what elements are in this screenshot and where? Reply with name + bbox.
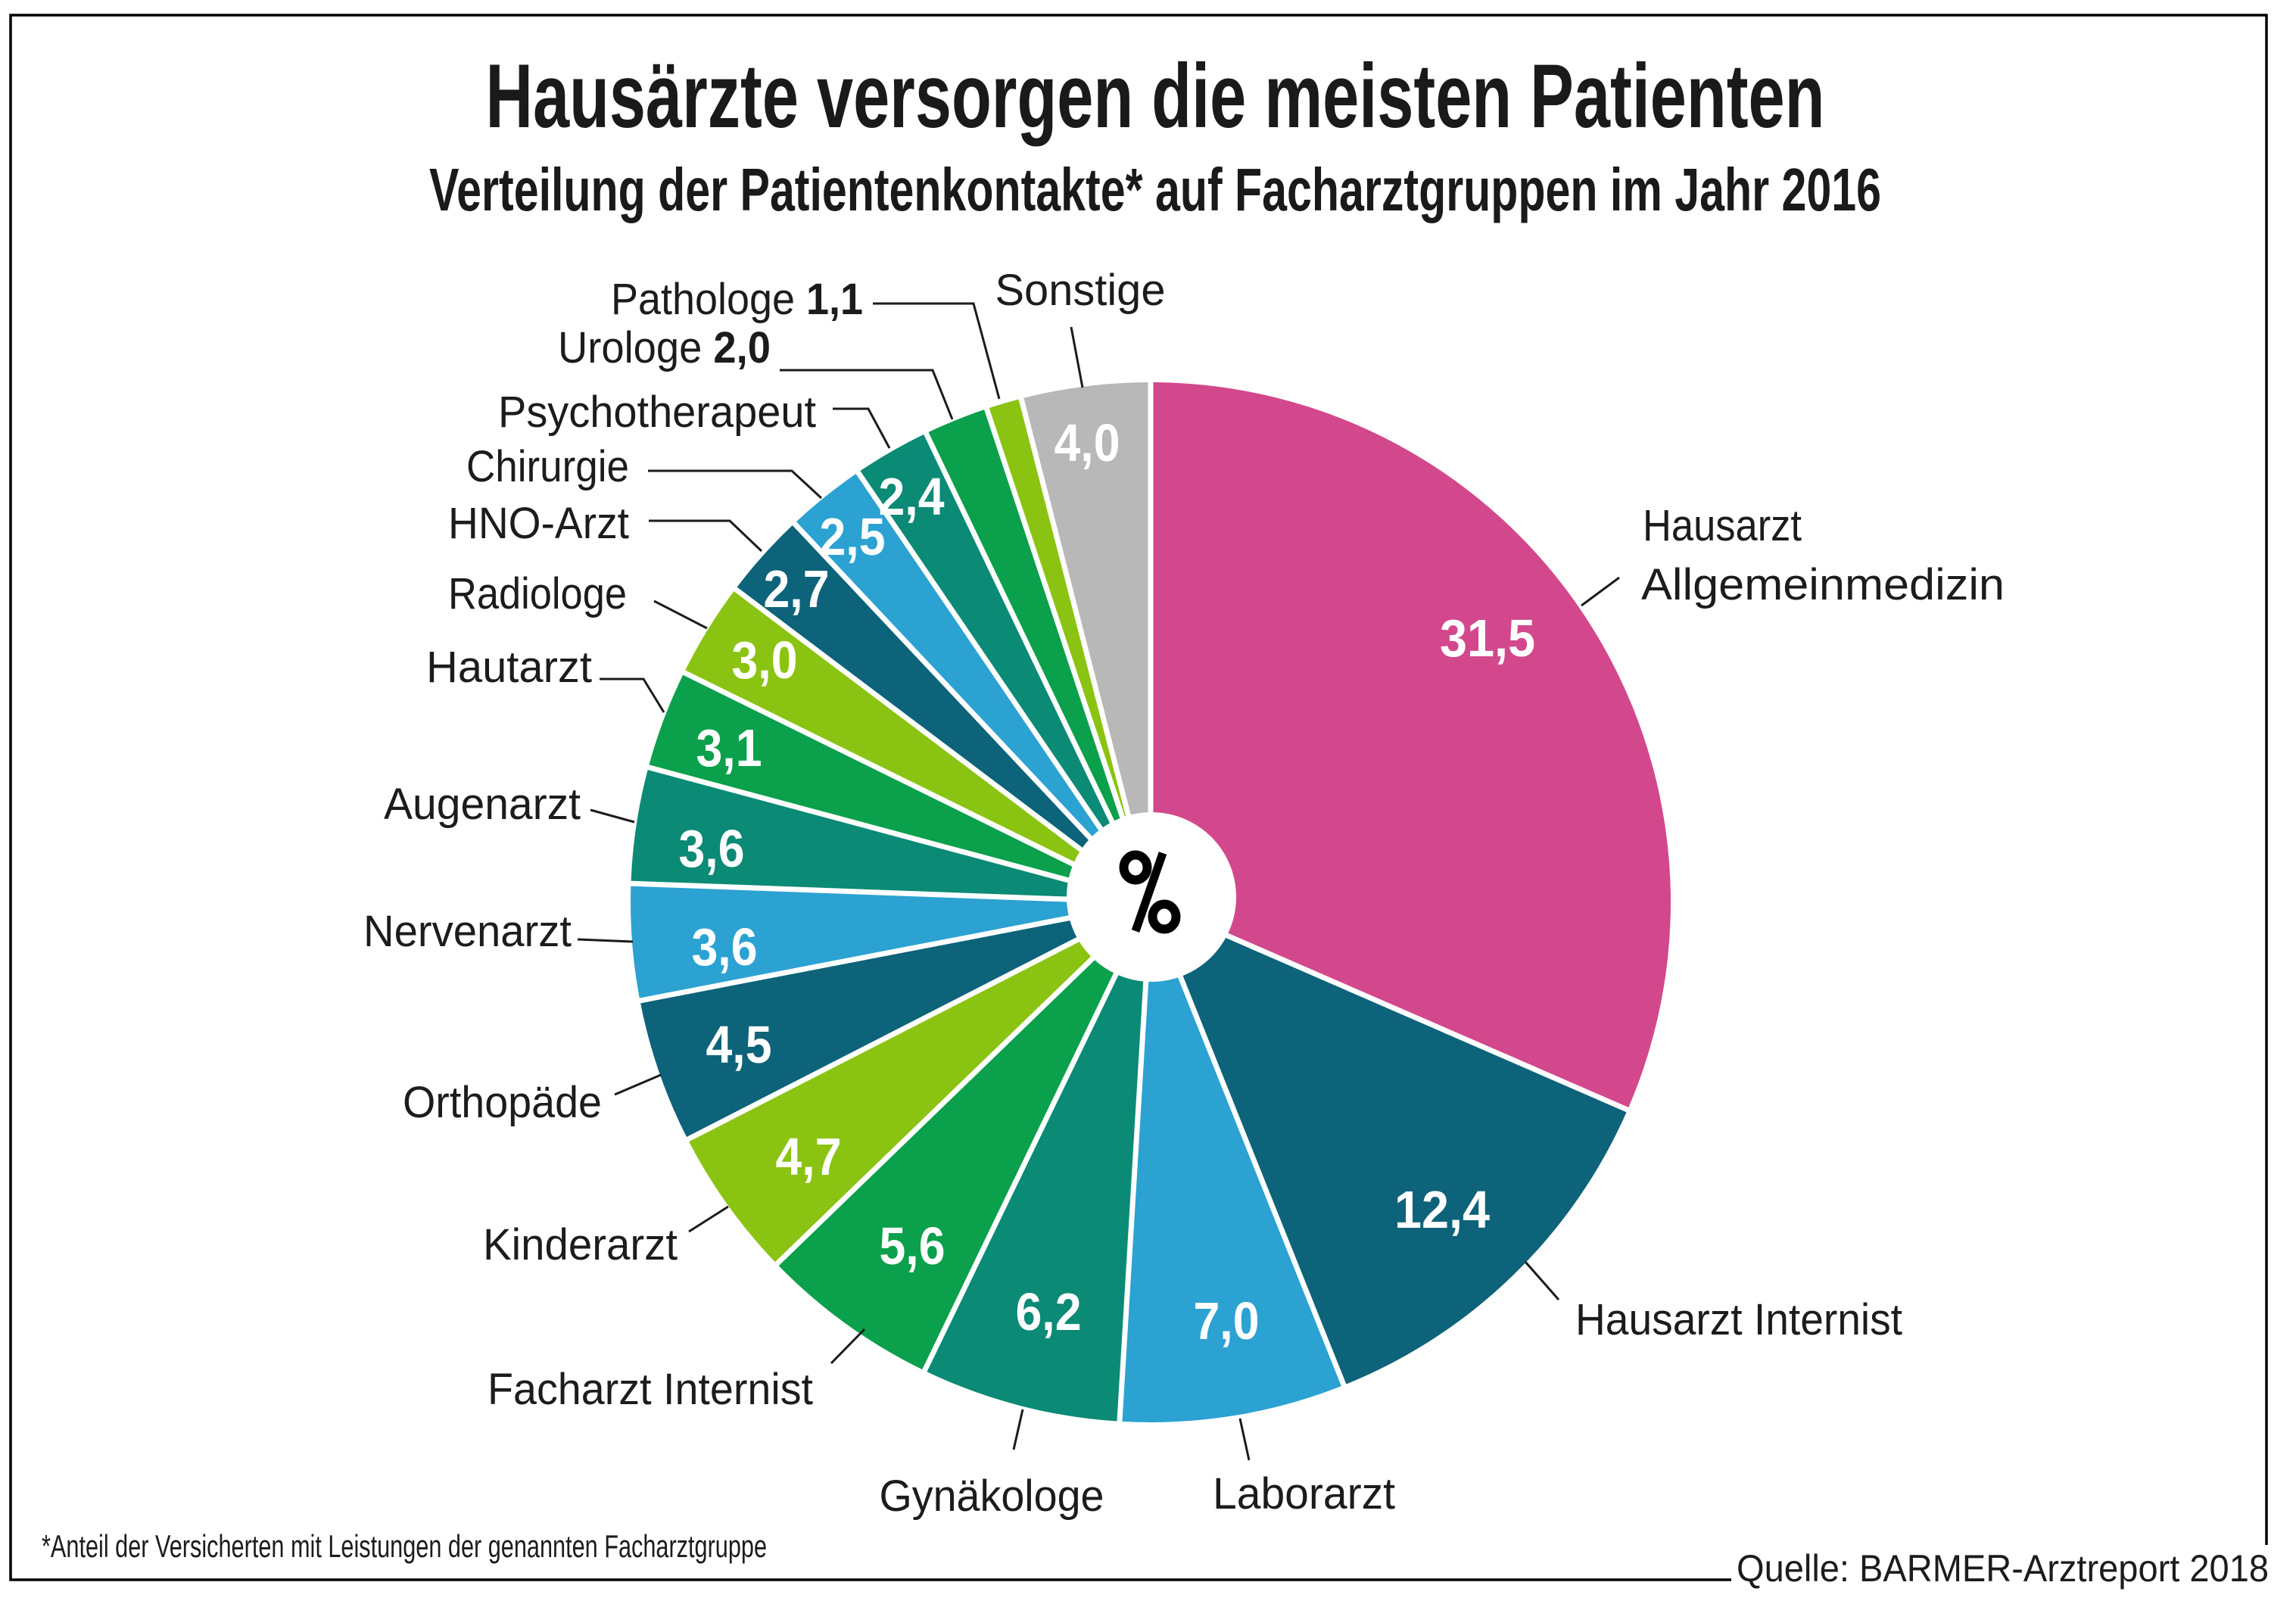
svg-text:7,0: 7,0 [1194,1291,1260,1350]
svg-text:Chirurgie: Chirurgie [466,442,629,491]
svg-text:2,7: 2,7 [764,559,830,618]
svg-text:Sonstige: Sonstige [995,266,1166,315]
svg-text:Hausarzt: Hausarzt [1643,501,1802,550]
svg-text:Nervenarzt: Nervenarzt [363,907,572,956]
svg-text:3,0: 3,0 [732,631,798,690]
svg-text:12,4: 12,4 [1394,1180,1490,1239]
svg-text:Pathologe 1,1: Pathologe 1,1 [611,275,863,324]
svg-text:Hausarzt Internist: Hausarzt Internist [1575,1295,1902,1344]
svg-text:3,6: 3,6 [692,917,758,976]
svg-text:3,6: 3,6 [679,819,745,878]
svg-text:HNO-Arzt: HNO-Arzt [448,499,629,548]
svg-text:31,5: 31,5 [1440,609,1535,668]
svg-text:Radiologe: Radiologe [448,569,627,618]
svg-text:5,6: 5,6 [880,1216,946,1275]
svg-text:Hausärzte versorgen die meiste: Hausärzte versorgen die meisten Patiente… [486,45,1825,147]
svg-text:Psychotherapeut: Psychotherapeut [498,388,816,437]
svg-text:Laborarzt: Laborarzt [1213,1469,1395,1518]
svg-text:*Anteil der Versicherten mit L: *Anteil der Versicherten mit Leistungen … [42,1528,767,1564]
svg-text:Urologe 2,0: Urologe 2,0 [558,323,771,372]
svg-text:Gynäkologe: Gynäkologe [880,1472,1104,1521]
svg-text:4,5: 4,5 [706,1015,772,1074]
svg-text:2,5: 2,5 [820,507,886,566]
svg-text:Kinderarzt: Kinderarzt [483,1220,678,1269]
svg-text:2,4: 2,4 [879,467,945,526]
svg-text:6,2: 6,2 [1016,1282,1082,1341]
svg-text:Orthopäde: Orthopäde [403,1078,602,1127]
svg-text:3,1: 3,1 [696,718,762,777]
svg-text:Verteilung der Patientenkontak: Verteilung der Patientenkontakte* auf Fa… [429,156,1881,223]
svg-text:Quelle: BARMER-Arztreport 2018: Quelle: BARMER-Arztreport 2018 [1737,1547,2269,1590]
svg-text:4,7: 4,7 [776,1127,842,1186]
svg-text:Augenarzt: Augenarzt [384,780,581,829]
svg-text:Allgemeinmedizin: Allgemeinmedizin [1641,560,2005,609]
svg-text:Hautarzt: Hautarzt [426,643,592,692]
svg-text:4,0: 4,0 [1055,413,1120,472]
svg-text:Facharzt Internist: Facharzt Internist [488,1365,813,1414]
